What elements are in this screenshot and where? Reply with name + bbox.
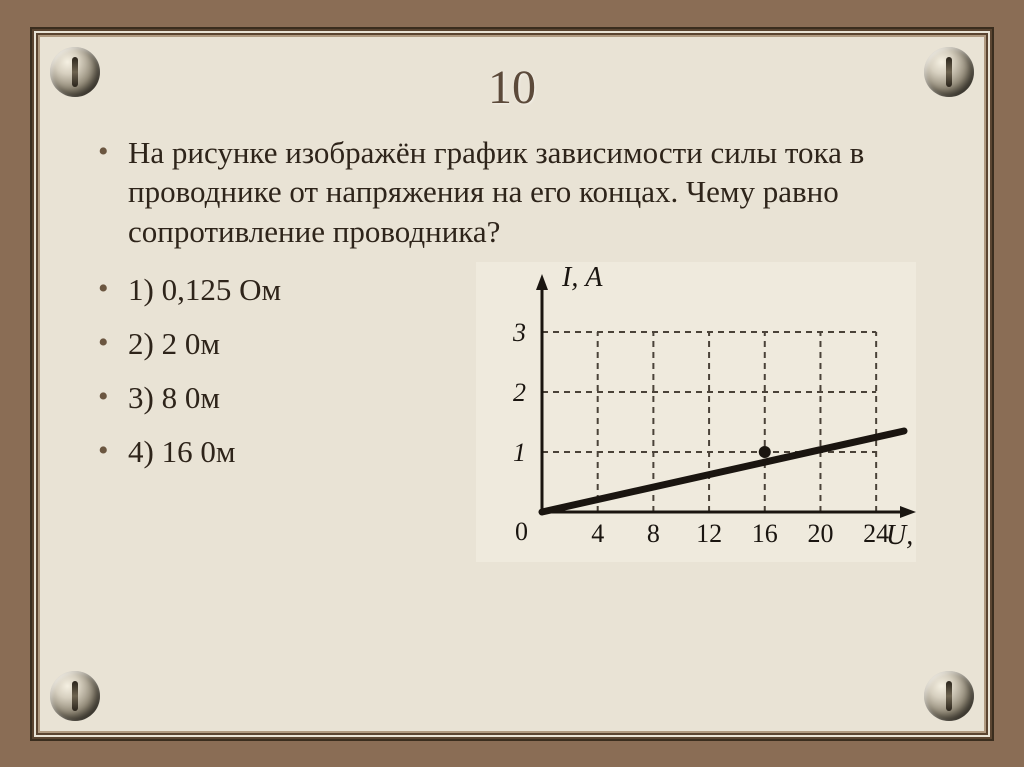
option-3: 3) 8 0м [98,380,281,416]
svg-text:4: 4 [591,519,604,548]
svg-text:3: 3 [512,318,526,347]
line-chart: 12348121620240I, АU, В [476,262,916,562]
option-1: 1) 0,125 Ом [98,272,281,308]
chart-container: 12348121620240I, АU, В [301,262,926,562]
option-2: 2) 2 0м [98,326,281,362]
svg-text:0: 0 [515,517,528,546]
option-4: 4) 16 0м [98,434,281,470]
slide-frame: 10 На рисунке изображён график зависимос… [32,29,992,739]
corner-rivet-icon [50,671,100,721]
slide-content: На рисунке изображён график зависимости … [98,133,926,562]
svg-text:12: 12 [696,519,722,548]
slide-number: 10 [98,60,926,115]
svg-text:2: 2 [513,378,526,407]
svg-text:8: 8 [647,519,660,548]
answer-options: 1) 0,125 Ом 2) 2 0м 3) 8 0м 4) 16 0м [98,262,281,470]
svg-text:U, В: U, В [886,520,916,551]
lower-row: 1) 0,125 Ом 2) 2 0м 3) 8 0м 4) 16 0м 123… [98,262,926,562]
question-text: На рисунке изображён график зависимости … [98,133,926,252]
svg-text:I, А: I, А [561,262,603,293]
corner-rivet-icon [50,47,100,97]
svg-text:16: 16 [752,519,778,548]
corner-rivet-icon [924,47,974,97]
svg-text:20: 20 [807,519,833,548]
svg-text:1: 1 [513,438,526,467]
corner-rivet-icon [924,671,974,721]
